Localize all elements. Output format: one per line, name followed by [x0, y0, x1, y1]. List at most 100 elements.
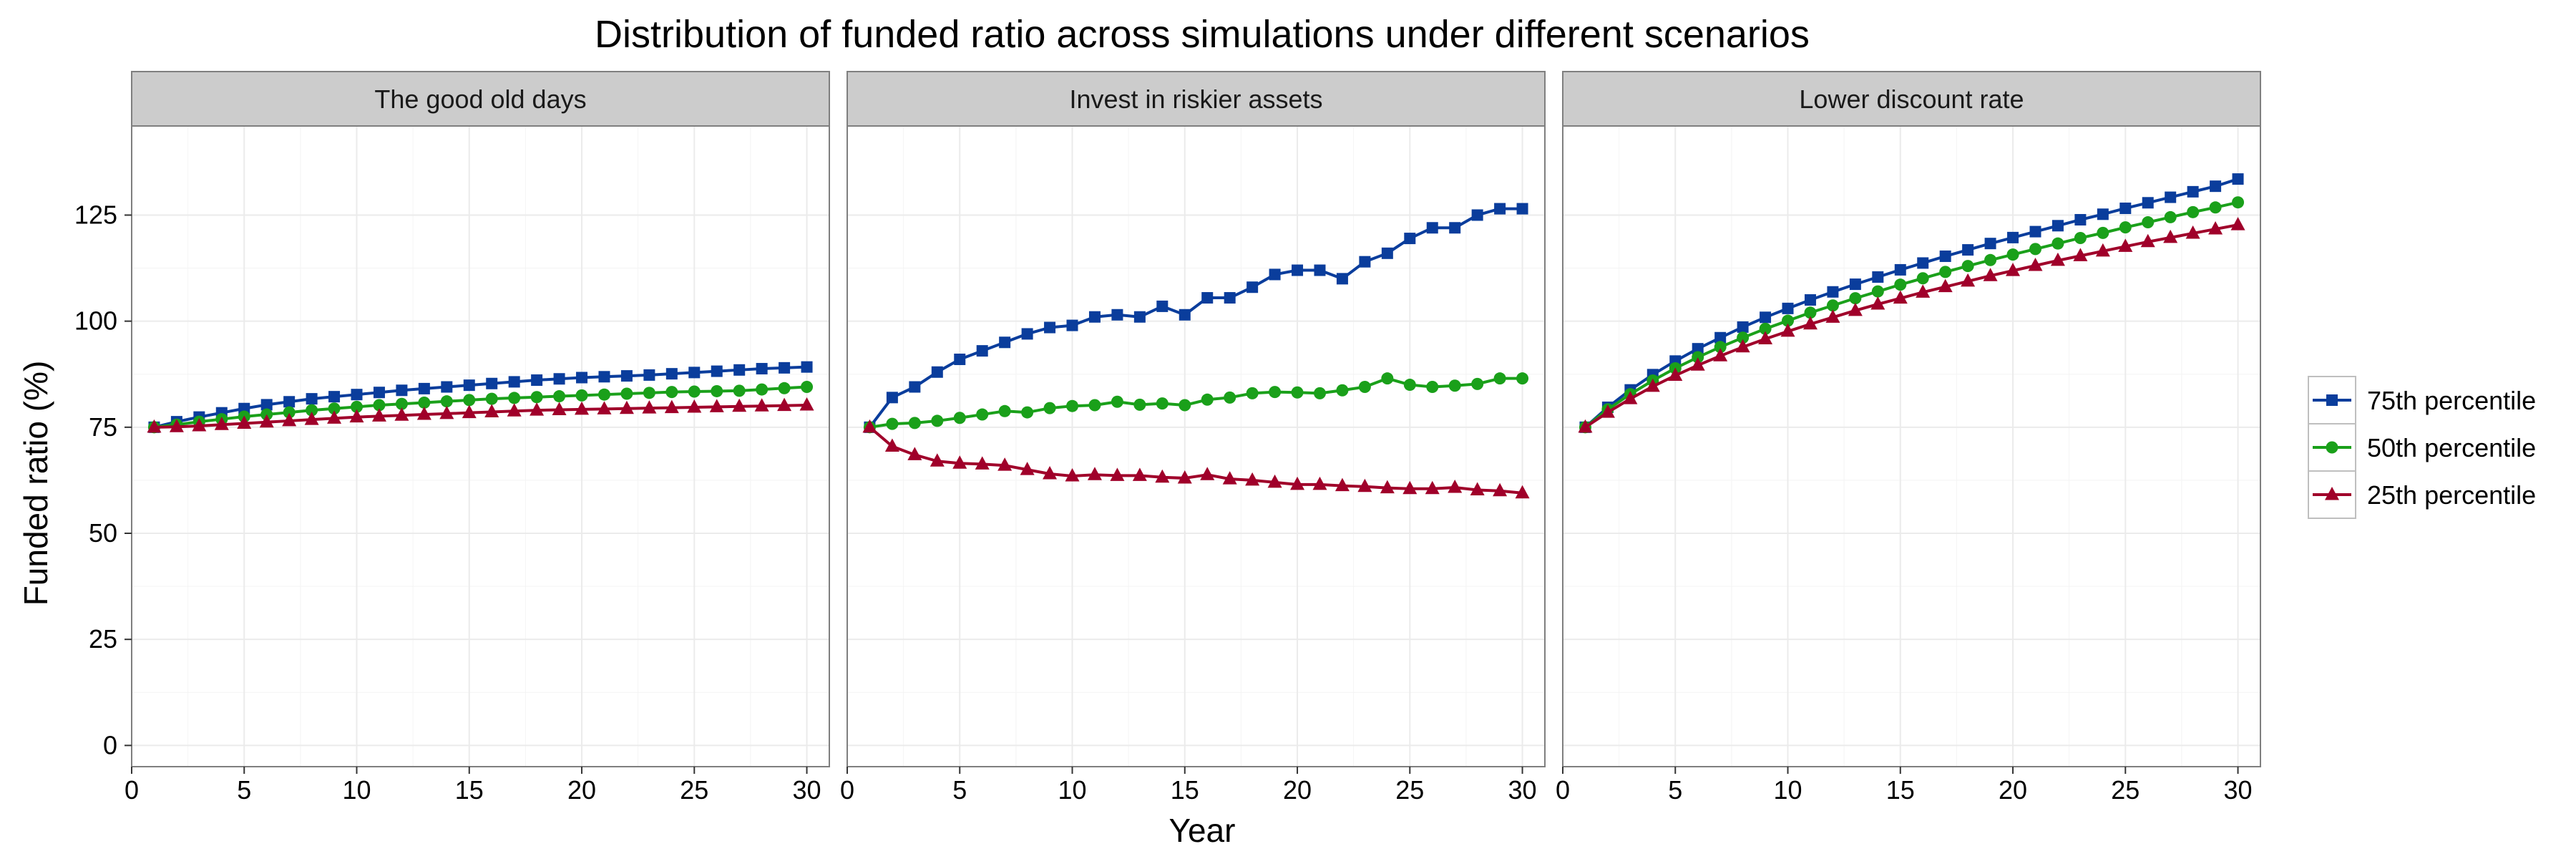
data-point: [147, 419, 162, 433]
data-point: [576, 372, 588, 384]
data-point: [2208, 221, 2223, 235]
data-point: [931, 414, 944, 427]
data-point: [1494, 203, 1506, 215]
data-point: [801, 361, 813, 373]
data-point: [665, 386, 678, 399]
data-point: [1088, 399, 1101, 412]
data-point: [260, 399, 273, 411]
x-tick-label: 30: [1508, 775, 1537, 805]
data-point: [463, 394, 476, 407]
data-point: [1201, 393, 1214, 406]
x-tick-label: 15: [1886, 775, 1915, 805]
data-point: [2232, 196, 2245, 209]
legend-item-50th-percentile: 50th percentile: [2308, 423, 2536, 472]
x-tick-label: 25: [2111, 775, 2140, 805]
data-point: [1916, 272, 1929, 285]
data-point: [862, 419, 877, 433]
data-point: [439, 405, 454, 419]
y-tick-label: 100: [74, 306, 117, 336]
data-point: [1132, 467, 1147, 481]
panel-background: [132, 126, 829, 767]
data-point: [1224, 391, 1236, 404]
data-point: [1359, 256, 1371, 268]
data-point: [1471, 377, 1484, 390]
data-point: [1066, 319, 1078, 331]
data-point: [1894, 278, 1907, 291]
data-point: [886, 417, 899, 430]
data-point: [1426, 222, 1438, 234]
data-point: [1692, 343, 1704, 355]
panel-border: [1562, 125, 2261, 767]
data-point: [756, 363, 768, 375]
data-point: [1245, 472, 1260, 486]
data-point: [1381, 247, 1393, 259]
data-point: [733, 364, 746, 376]
series-75th-percentile: [1579, 173, 2244, 433]
x-tick-label: 20: [1283, 775, 1312, 805]
data-point: [1827, 286, 1839, 298]
data-point: [1668, 367, 1683, 382]
data-point: [801, 381, 814, 394]
data-point: [1448, 479, 1463, 493]
data-point: [1893, 290, 1908, 304]
data-point: [1690, 357, 1705, 371]
x-tick-label: 10: [1058, 775, 1086, 805]
data-point: [553, 373, 565, 385]
data-point: [1600, 404, 1615, 418]
data-point: [416, 407, 431, 420]
data-point: [688, 385, 701, 398]
data-point: [327, 410, 342, 424]
x-tick-label: 10: [1773, 775, 1802, 805]
data-point: [2185, 225, 2200, 239]
data-point: [1156, 397, 1169, 410]
data-point: [1623, 391, 1638, 404]
data-point: [1872, 271, 1884, 283]
data-point: [953, 412, 966, 424]
data-point: [485, 392, 498, 405]
y-tick-label: 75: [89, 412, 117, 442]
data-point: [282, 412, 297, 427]
data-point: [1336, 273, 1348, 285]
y-tick-label: 125: [74, 200, 117, 229]
data-point: [349, 409, 364, 423]
data-point: [1066, 399, 1079, 412]
data-point: [1870, 296, 1885, 310]
data-point: [1177, 470, 1192, 484]
data-point: [1043, 402, 1056, 414]
data-point: [2028, 258, 2043, 271]
data-point: [1110, 467, 1125, 481]
data-point: [999, 336, 1011, 349]
data-point: [2142, 197, 2154, 209]
x-axis-title: Year: [1169, 812, 1236, 849]
data-point: [1737, 321, 1749, 333]
data-point: [1224, 292, 1236, 304]
data-point: [214, 417, 229, 430]
data-point: [1246, 281, 1259, 293]
data-point: [1782, 302, 1794, 314]
x-tick-label: 5: [237, 775, 251, 805]
data-point: [2051, 237, 2064, 250]
data-point: [909, 381, 921, 393]
chart-title: Distribution of funded ratio across simu…: [595, 13, 1810, 56]
data-point: [2097, 226, 2109, 239]
data-point: [2050, 252, 2065, 266]
data-point: [553, 390, 566, 403]
data-point: [1917, 257, 1929, 269]
data-point: [306, 404, 318, 417]
data-point: [1404, 233, 1416, 245]
data-point: [930, 453, 945, 467]
data-point: [2232, 173, 2244, 185]
data-point: [620, 387, 633, 400]
data-point: [779, 361, 791, 374]
panel-strip: [847, 71, 1546, 127]
x-tick-label: 0: [1556, 775, 1570, 805]
data-point: [552, 402, 567, 416]
x-tick-label: 15: [1171, 775, 1199, 805]
data-point: [1246, 387, 1259, 399]
data-point: [192, 418, 207, 432]
data-point: [778, 382, 791, 394]
data-point: [1313, 387, 1326, 399]
data-point: [306, 393, 318, 405]
data-point: [283, 396, 296, 408]
